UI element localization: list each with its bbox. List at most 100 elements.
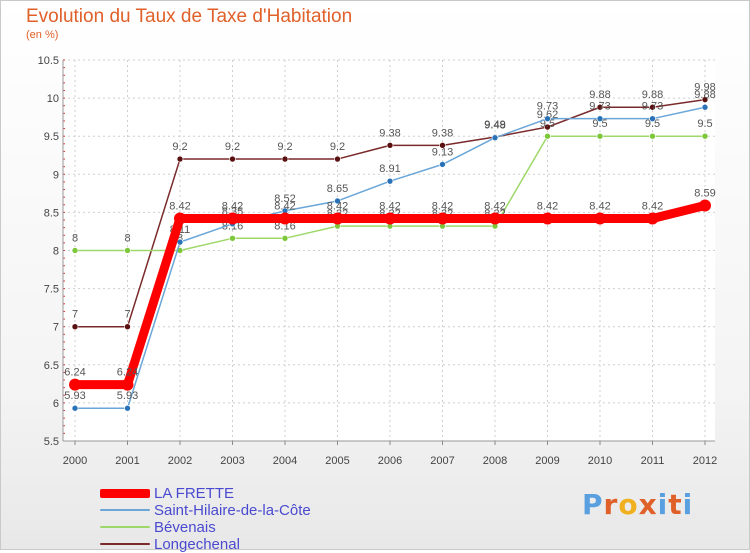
data-point-bevenais bbox=[649, 132, 656, 140]
x-tick-label: 2004 bbox=[273, 455, 297, 467]
data-point-saint-hilaire-de-la-cote bbox=[124, 404, 131, 412]
logo-letter: i bbox=[657, 488, 669, 521]
y-tick-label: 9 bbox=[53, 169, 59, 181]
data-point-bevenais bbox=[71, 247, 79, 254]
data-point-longechenal bbox=[649, 103, 656, 111]
data-label-longechenal: 7 bbox=[72, 309, 78, 321]
x-tick-label: 2012 bbox=[693, 455, 717, 467]
data-label-la-frette: 6.24 bbox=[117, 367, 138, 379]
data-label-la-frette: 8.42 bbox=[432, 200, 453, 212]
data-label-saint-hilaire-de-la-cote: 9.73 bbox=[589, 101, 610, 113]
data-label-longechenal: 9.2 bbox=[225, 141, 240, 153]
data-point-la-frette bbox=[331, 212, 344, 225]
data-point-longechenal bbox=[229, 155, 236, 163]
y-tick-label: 6 bbox=[53, 398, 59, 410]
data-label-la-frette: 8.42 bbox=[642, 200, 663, 212]
y-tick-label: 10.5 bbox=[38, 55, 59, 67]
data-point-la-frette bbox=[121, 378, 134, 391]
y-tick-label: 9.5 bbox=[44, 131, 59, 143]
data-label-bevenais: 9.5 bbox=[592, 118, 607, 130]
logo-letter: t bbox=[668, 488, 683, 521]
legend-swatch bbox=[100, 488, 150, 498]
data-point-la-frette bbox=[541, 212, 554, 225]
data-point-la-frette bbox=[69, 378, 81, 391]
x-tick-label: 2008 bbox=[483, 455, 507, 467]
data-label-longechenal: 9.2 bbox=[172, 141, 187, 153]
data-point-saint-hilaire-de-la-cote bbox=[544, 115, 551, 122]
logo-letter: x bbox=[638, 488, 658, 521]
data-point-longechenal bbox=[281, 155, 289, 163]
data-point-bevenais bbox=[596, 132, 604, 140]
data-label-saint-hilaire-de-la-cote: 8.65 bbox=[327, 183, 348, 195]
x-tick-label: 2006 bbox=[378, 455, 402, 467]
legend-swatch bbox=[100, 543, 150, 545]
x-tick-label: 2001 bbox=[115, 455, 139, 467]
y-tick-label: 7 bbox=[53, 322, 59, 334]
x-tick-label: 2005 bbox=[325, 455, 349, 467]
legend-label: Longechenal bbox=[154, 536, 240, 553]
logo-letter: P bbox=[582, 488, 604, 521]
data-point-longechenal bbox=[124, 323, 131, 331]
proxiti-logo: Proxiti bbox=[582, 488, 693, 521]
data-label-la-frette: 8.42 bbox=[589, 200, 610, 212]
chart-title: Evolution du Taux de Taxe d'Habitation bbox=[26, 6, 353, 27]
data-point-bevenais bbox=[544, 132, 551, 140]
data-point-longechenal bbox=[596, 103, 604, 111]
data-label-saint-hilaire-de-la-cote: 5.93 bbox=[64, 390, 85, 402]
data-point-longechenal bbox=[334, 155, 341, 163]
data-point-longechenal bbox=[71, 323, 79, 331]
data-label-bevenais: 9.5 bbox=[697, 118, 712, 130]
data-label-saint-hilaire-de-la-cote: 9.48 bbox=[484, 120, 505, 132]
logo-letter: o bbox=[618, 488, 639, 521]
data-label-la-frette: 8.42 bbox=[484, 200, 505, 212]
data-point-bevenais bbox=[124, 247, 131, 254]
x-tick-label: 2007 bbox=[430, 455, 454, 467]
data-point-la-frette bbox=[174, 212, 186, 225]
legend-label: LA FRETTE bbox=[154, 485, 235, 502]
y-tick-label: 10 bbox=[47, 93, 59, 105]
chart-unit: (en %) bbox=[26, 29, 59, 41]
data-point-longechenal bbox=[544, 123, 551, 131]
data-point-saint-hilaire-de-la-cote bbox=[491, 134, 499, 142]
data-point-la-frette bbox=[489, 212, 501, 225]
data-point-la-frette bbox=[436, 212, 449, 225]
data-label-bevenais: 9.5 bbox=[645, 118, 660, 130]
x-tick-label: 2002 bbox=[168, 455, 192, 467]
x-tick-label: 2003 bbox=[220, 455, 244, 467]
data-label-la-frette: 8.42 bbox=[537, 200, 558, 212]
data-point-bevenais bbox=[229, 235, 236, 242]
data-label-bevenais: 9.5 bbox=[540, 118, 555, 130]
data-point-longechenal bbox=[386, 142, 394, 149]
data-label-la-frette: 8.42 bbox=[327, 200, 348, 212]
data-point-la-frette bbox=[279, 212, 291, 225]
data-label-saint-hilaire-de-la-cote: 9.73 bbox=[537, 101, 558, 113]
y-tick-label: 5.5 bbox=[44, 436, 59, 448]
legend-label: Saint-Hilaire-de-la-Côte bbox=[154, 502, 311, 519]
data-label-longechenal: 9.2 bbox=[277, 141, 292, 153]
data-label-bevenais: 8 bbox=[124, 233, 130, 245]
y-tick-label: 8 bbox=[53, 246, 59, 258]
data-label-longechenal: 9.88 bbox=[589, 89, 610, 101]
data-label-longechenal: 9.38 bbox=[432, 127, 453, 139]
legend-swatch bbox=[100, 526, 150, 528]
data-point-la-frette bbox=[384, 212, 396, 225]
data-label-la-frette: 6.24 bbox=[64, 367, 85, 379]
data-label-la-frette: 8.42 bbox=[274, 200, 295, 212]
data-label-saint-hilaire-de-la-cote: 5.93 bbox=[117, 390, 138, 402]
data-label-longechenal: 9.49 bbox=[484, 119, 505, 131]
data-label-saint-hilaire-de-la-cote: 9.13 bbox=[432, 146, 453, 158]
data-label-bevenais: 8.16 bbox=[274, 220, 295, 232]
data-point-saint-hilaire-de-la-cote bbox=[334, 197, 341, 205]
y-tick-label: 7.5 bbox=[44, 284, 59, 296]
data-label-longechenal: 9.98 bbox=[694, 82, 715, 94]
data-label-longechenal: 9.2 bbox=[330, 141, 345, 153]
data-point-longechenal bbox=[176, 155, 184, 163]
x-tick-label: 2010 bbox=[588, 455, 612, 467]
data-point-saint-hilaire-de-la-cote bbox=[71, 404, 79, 412]
data-label-la-frette: 8.42 bbox=[169, 200, 190, 212]
data-label-bevenais: 8 bbox=[177, 233, 183, 245]
data-point-saint-hilaire-de-la-cote bbox=[701, 103, 709, 111]
logo-letter: r bbox=[603, 488, 619, 521]
data-point-la-frette bbox=[646, 212, 659, 225]
